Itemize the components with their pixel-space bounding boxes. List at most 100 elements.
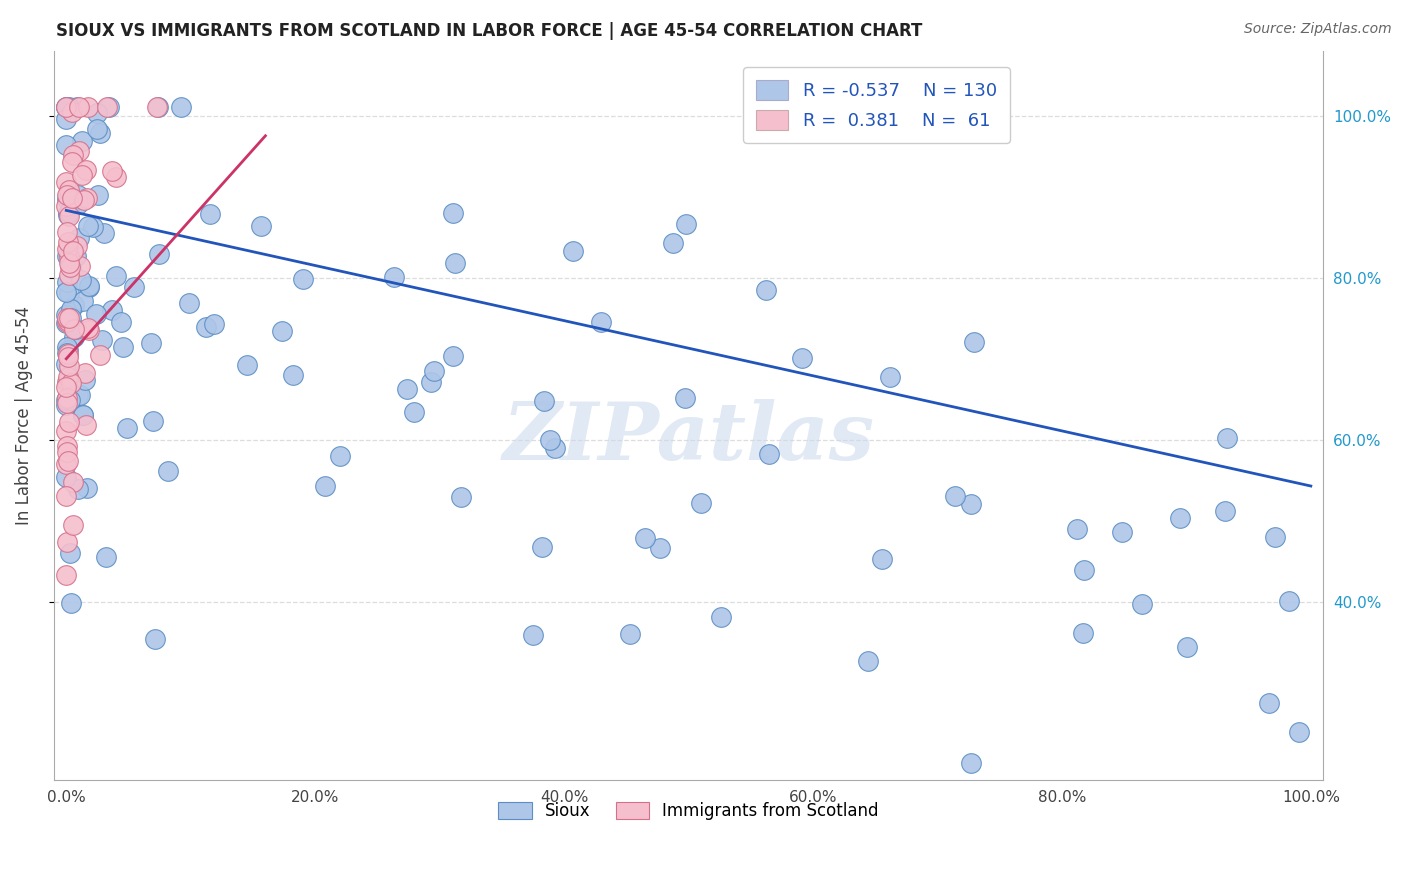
Point bbox=[55, 100, 77, 114]
Point bbox=[59, 376, 82, 390]
Point bbox=[96, 100, 118, 114]
Point bbox=[67, 188, 90, 202]
Point bbox=[59, 260, 82, 275]
Point bbox=[60, 301, 83, 316]
Point bbox=[329, 450, 352, 464]
Point bbox=[1258, 696, 1281, 710]
Point bbox=[75, 373, 97, 387]
Point bbox=[98, 100, 121, 114]
Point bbox=[55, 100, 77, 114]
Point bbox=[101, 303, 124, 318]
Point bbox=[169, 100, 191, 114]
Point bbox=[89, 126, 111, 140]
Point bbox=[56, 208, 79, 222]
Point bbox=[58, 256, 80, 270]
Point bbox=[58, 416, 80, 430]
Point bbox=[673, 391, 696, 405]
Point bbox=[270, 324, 292, 338]
Point bbox=[55, 345, 77, 359]
Point bbox=[56, 535, 79, 549]
Point bbox=[76, 100, 98, 114]
Point bbox=[382, 270, 405, 285]
Point bbox=[619, 626, 641, 640]
Point bbox=[69, 100, 91, 114]
Point bbox=[533, 393, 555, 408]
Point bbox=[291, 272, 314, 286]
Point bbox=[690, 496, 713, 510]
Point bbox=[73, 193, 96, 207]
Point bbox=[55, 490, 77, 504]
Point bbox=[110, 315, 132, 329]
Point bbox=[1175, 640, 1198, 655]
Point bbox=[1213, 504, 1236, 518]
Point bbox=[959, 756, 981, 770]
Point bbox=[55, 375, 77, 389]
Text: Source: ZipAtlas.com: Source: ZipAtlas.com bbox=[1244, 22, 1392, 37]
Point bbox=[758, 447, 780, 461]
Point bbox=[75, 163, 97, 178]
Point bbox=[101, 163, 124, 178]
Point bbox=[755, 283, 778, 297]
Point bbox=[62, 148, 84, 162]
Legend: Sioux, Immigrants from Scotland: Sioux, Immigrants from Scotland bbox=[492, 795, 886, 827]
Text: SIOUX VS IMMIGRANTS FROM SCOTLAND IN LABOR FORCE | AGE 45-54 CORRELATION CHART: SIOUX VS IMMIGRANTS FROM SCOTLAND IN LAB… bbox=[56, 22, 922, 40]
Point bbox=[75, 366, 97, 380]
Point bbox=[55, 199, 77, 213]
Point bbox=[58, 359, 80, 373]
Point bbox=[522, 628, 544, 642]
Point bbox=[66, 482, 89, 496]
Point bbox=[63, 330, 86, 344]
Point bbox=[66, 100, 89, 114]
Point bbox=[55, 100, 77, 114]
Point bbox=[1073, 563, 1095, 577]
Point bbox=[72, 408, 94, 422]
Point bbox=[858, 655, 880, 669]
Point bbox=[89, 348, 111, 362]
Point bbox=[236, 359, 259, 373]
Point bbox=[879, 370, 901, 384]
Point bbox=[67, 144, 90, 158]
Point bbox=[56, 346, 79, 360]
Point bbox=[56, 315, 79, 329]
Point bbox=[423, 364, 446, 378]
Point bbox=[76, 191, 98, 205]
Point bbox=[67, 231, 90, 245]
Point bbox=[55, 316, 77, 330]
Point bbox=[443, 256, 465, 270]
Point bbox=[198, 207, 221, 221]
Point bbox=[562, 244, 585, 258]
Point bbox=[56, 370, 79, 384]
Point bbox=[77, 219, 100, 233]
Point bbox=[790, 351, 813, 365]
Point bbox=[634, 531, 657, 545]
Point bbox=[56, 340, 79, 354]
Point bbox=[56, 192, 79, 206]
Point bbox=[58, 204, 80, 219]
Y-axis label: In Labor Force | Age 45-54: In Labor Force | Age 45-54 bbox=[15, 306, 32, 525]
Point bbox=[105, 170, 128, 185]
Point bbox=[55, 138, 77, 153]
Point bbox=[55, 175, 77, 189]
Point bbox=[56, 445, 79, 459]
Point bbox=[55, 470, 77, 484]
Point bbox=[59, 393, 82, 408]
Point bbox=[69, 260, 91, 274]
Point bbox=[56, 311, 79, 326]
Point bbox=[69, 272, 91, 286]
Point bbox=[56, 350, 79, 364]
Point bbox=[56, 313, 79, 327]
Point bbox=[56, 242, 79, 256]
Point bbox=[441, 206, 464, 220]
Point bbox=[450, 490, 472, 504]
Point bbox=[58, 250, 80, 264]
Point bbox=[56, 226, 79, 240]
Point bbox=[62, 517, 84, 532]
Point bbox=[84, 307, 107, 321]
Point bbox=[56, 343, 79, 357]
Point bbox=[59, 260, 82, 275]
Point bbox=[56, 391, 79, 405]
Point bbox=[56, 235, 79, 250]
Point bbox=[55, 380, 77, 394]
Point bbox=[538, 433, 561, 447]
Point bbox=[1168, 511, 1191, 525]
